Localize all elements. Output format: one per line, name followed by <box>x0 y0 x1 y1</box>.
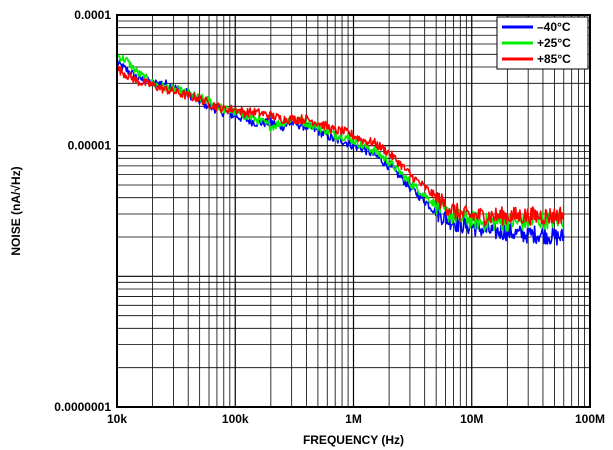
legend: –40°C +25°C +85°C <box>496 16 589 70</box>
series-lines <box>116 53 565 246</box>
tick-labels: 10k 100k 1M 10M 100M 0.0001 0.00001 0.0000001 <box>54 8 605 426</box>
grid <box>116 15 590 408</box>
x-tick-label: 10k <box>107 412 127 426</box>
x-tick-label: 100M <box>575 412 605 426</box>
series-line-1 <box>116 53 565 232</box>
legend-label: –40°C <box>537 20 571 34</box>
legend-label: +25°C <box>537 36 571 50</box>
y-tick-label: 0.0000001 <box>54 400 111 414</box>
plot-frame <box>116 14 591 408</box>
x-tick-label: 100k <box>222 412 249 426</box>
x-tick-label: 10M <box>460 412 483 426</box>
series-line-2 <box>116 65 565 226</box>
y-tick-label: 0.00001 <box>68 139 112 153</box>
x-tick-label: 1M <box>345 412 362 426</box>
y-tick-label: 0.0001 <box>74 8 111 22</box>
x-axis-label: FREQUENCY (Hz) <box>303 433 404 447</box>
y-axis-label: NOISE (nA/√Hz) <box>9 166 23 255</box>
legend-label: +85°C <box>537 52 571 66</box>
